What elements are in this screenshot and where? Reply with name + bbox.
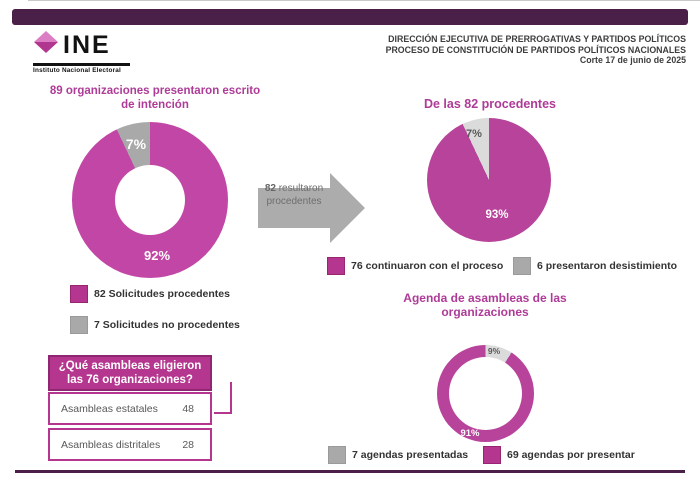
ine-logo-text: INE <box>63 30 111 59</box>
legend-item-continuaron: 76 continuaron con el proceso <box>327 257 503 275</box>
legend-item-procedentes: 82 Solicitudes procedentes <box>70 285 230 303</box>
legend-swatch-magenta <box>70 285 88 303</box>
procedentes-major-pct-label: 93% <box>485 209 509 221</box>
header-date-line: Corte 17 de junio de 2025 <box>579 55 686 66</box>
procedentes-minor-pct-label: 7% <box>466 128 482 140</box>
row-label: Asambleas distritales <box>61 438 161 451</box>
donut-hole <box>449 357 522 430</box>
flow-arrow-label: 82 resultaron procedentes <box>264 183 324 207</box>
legend-item-agendas-por-presentar: 69 agendas por presentar <box>483 446 635 464</box>
legend-swatch-gray <box>513 257 531 275</box>
legend-swatch-magenta <box>327 257 345 275</box>
legend-item-agendas-presentadas: 7 agendas presentadas <box>328 446 468 464</box>
legend-item-desistimiento: 6 presentaron desistimiento <box>513 257 677 275</box>
row-label: Asambleas estatales <box>61 402 158 415</box>
agenda-donut-chart: 9% 91% <box>437 345 534 442</box>
ine-diamond-icon <box>33 30 59 59</box>
header-line-2: PROCESO DE CONSTITUCIÓN DE PARTIDOS POLÍ… <box>385 44 686 55</box>
legend-swatch-gray <box>328 446 346 464</box>
legend-item-no-procedentes: 7 Solicitudes no procedentes <box>70 316 240 334</box>
header-purple-bar <box>12 9 688 25</box>
table-row-distritales: Asambleas distritales 28 <box>48 428 212 461</box>
agenda-minor-pct-label: 9% <box>487 346 501 356</box>
legend-swatch-gray <box>70 316 88 334</box>
assemblies-question-box: ¿Qué asambleas eligieron las 76 organiza… <box>48 355 212 391</box>
header-line-1: DIRECCIÓN EJECUTIVA DE PRERROGATIVAS Y P… <box>388 34 686 44</box>
table-row-estatales: Asambleas estatales 48 <box>48 392 212 425</box>
row-value: 28 <box>182 438 194 451</box>
agenda-chart-title: Agenda de asambleas de las organizacione… <box>403 291 567 319</box>
row-value: 48 <box>182 402 194 415</box>
top-hairline <box>28 0 700 1</box>
footer-purple-line <box>15 470 685 473</box>
document-header: DIRECCIÓN EJECUTIVA DE PRERROGATIVAS Y P… <box>320 34 686 66</box>
intent-donut-chart: 7% 92% <box>72 122 228 278</box>
procedentes-pie-chart: 7% 93% <box>427 118 551 242</box>
procedentes-chart-title: De las 82 procedentes <box>423 97 556 111</box>
intent-chart-title: 89 organizaciones presentaron escrito de… <box>49 85 261 111</box>
logo-underline <box>33 63 130 66</box>
intent-major-pct-label: 92% <box>143 248 171 263</box>
legend-swatch-magenta <box>483 446 501 464</box>
ine-logo: INE Instituto Nacional Electoral <box>33 30 143 75</box>
intent-minor-pct-label: 7% <box>125 136 147 152</box>
agenda-major-pct-label: 91% <box>460 428 480 439</box>
donut-hole <box>115 165 185 235</box>
logo-subtitle: Instituto Nacional Electoral <box>33 67 121 74</box>
table-connector-bracket <box>214 382 232 414</box>
